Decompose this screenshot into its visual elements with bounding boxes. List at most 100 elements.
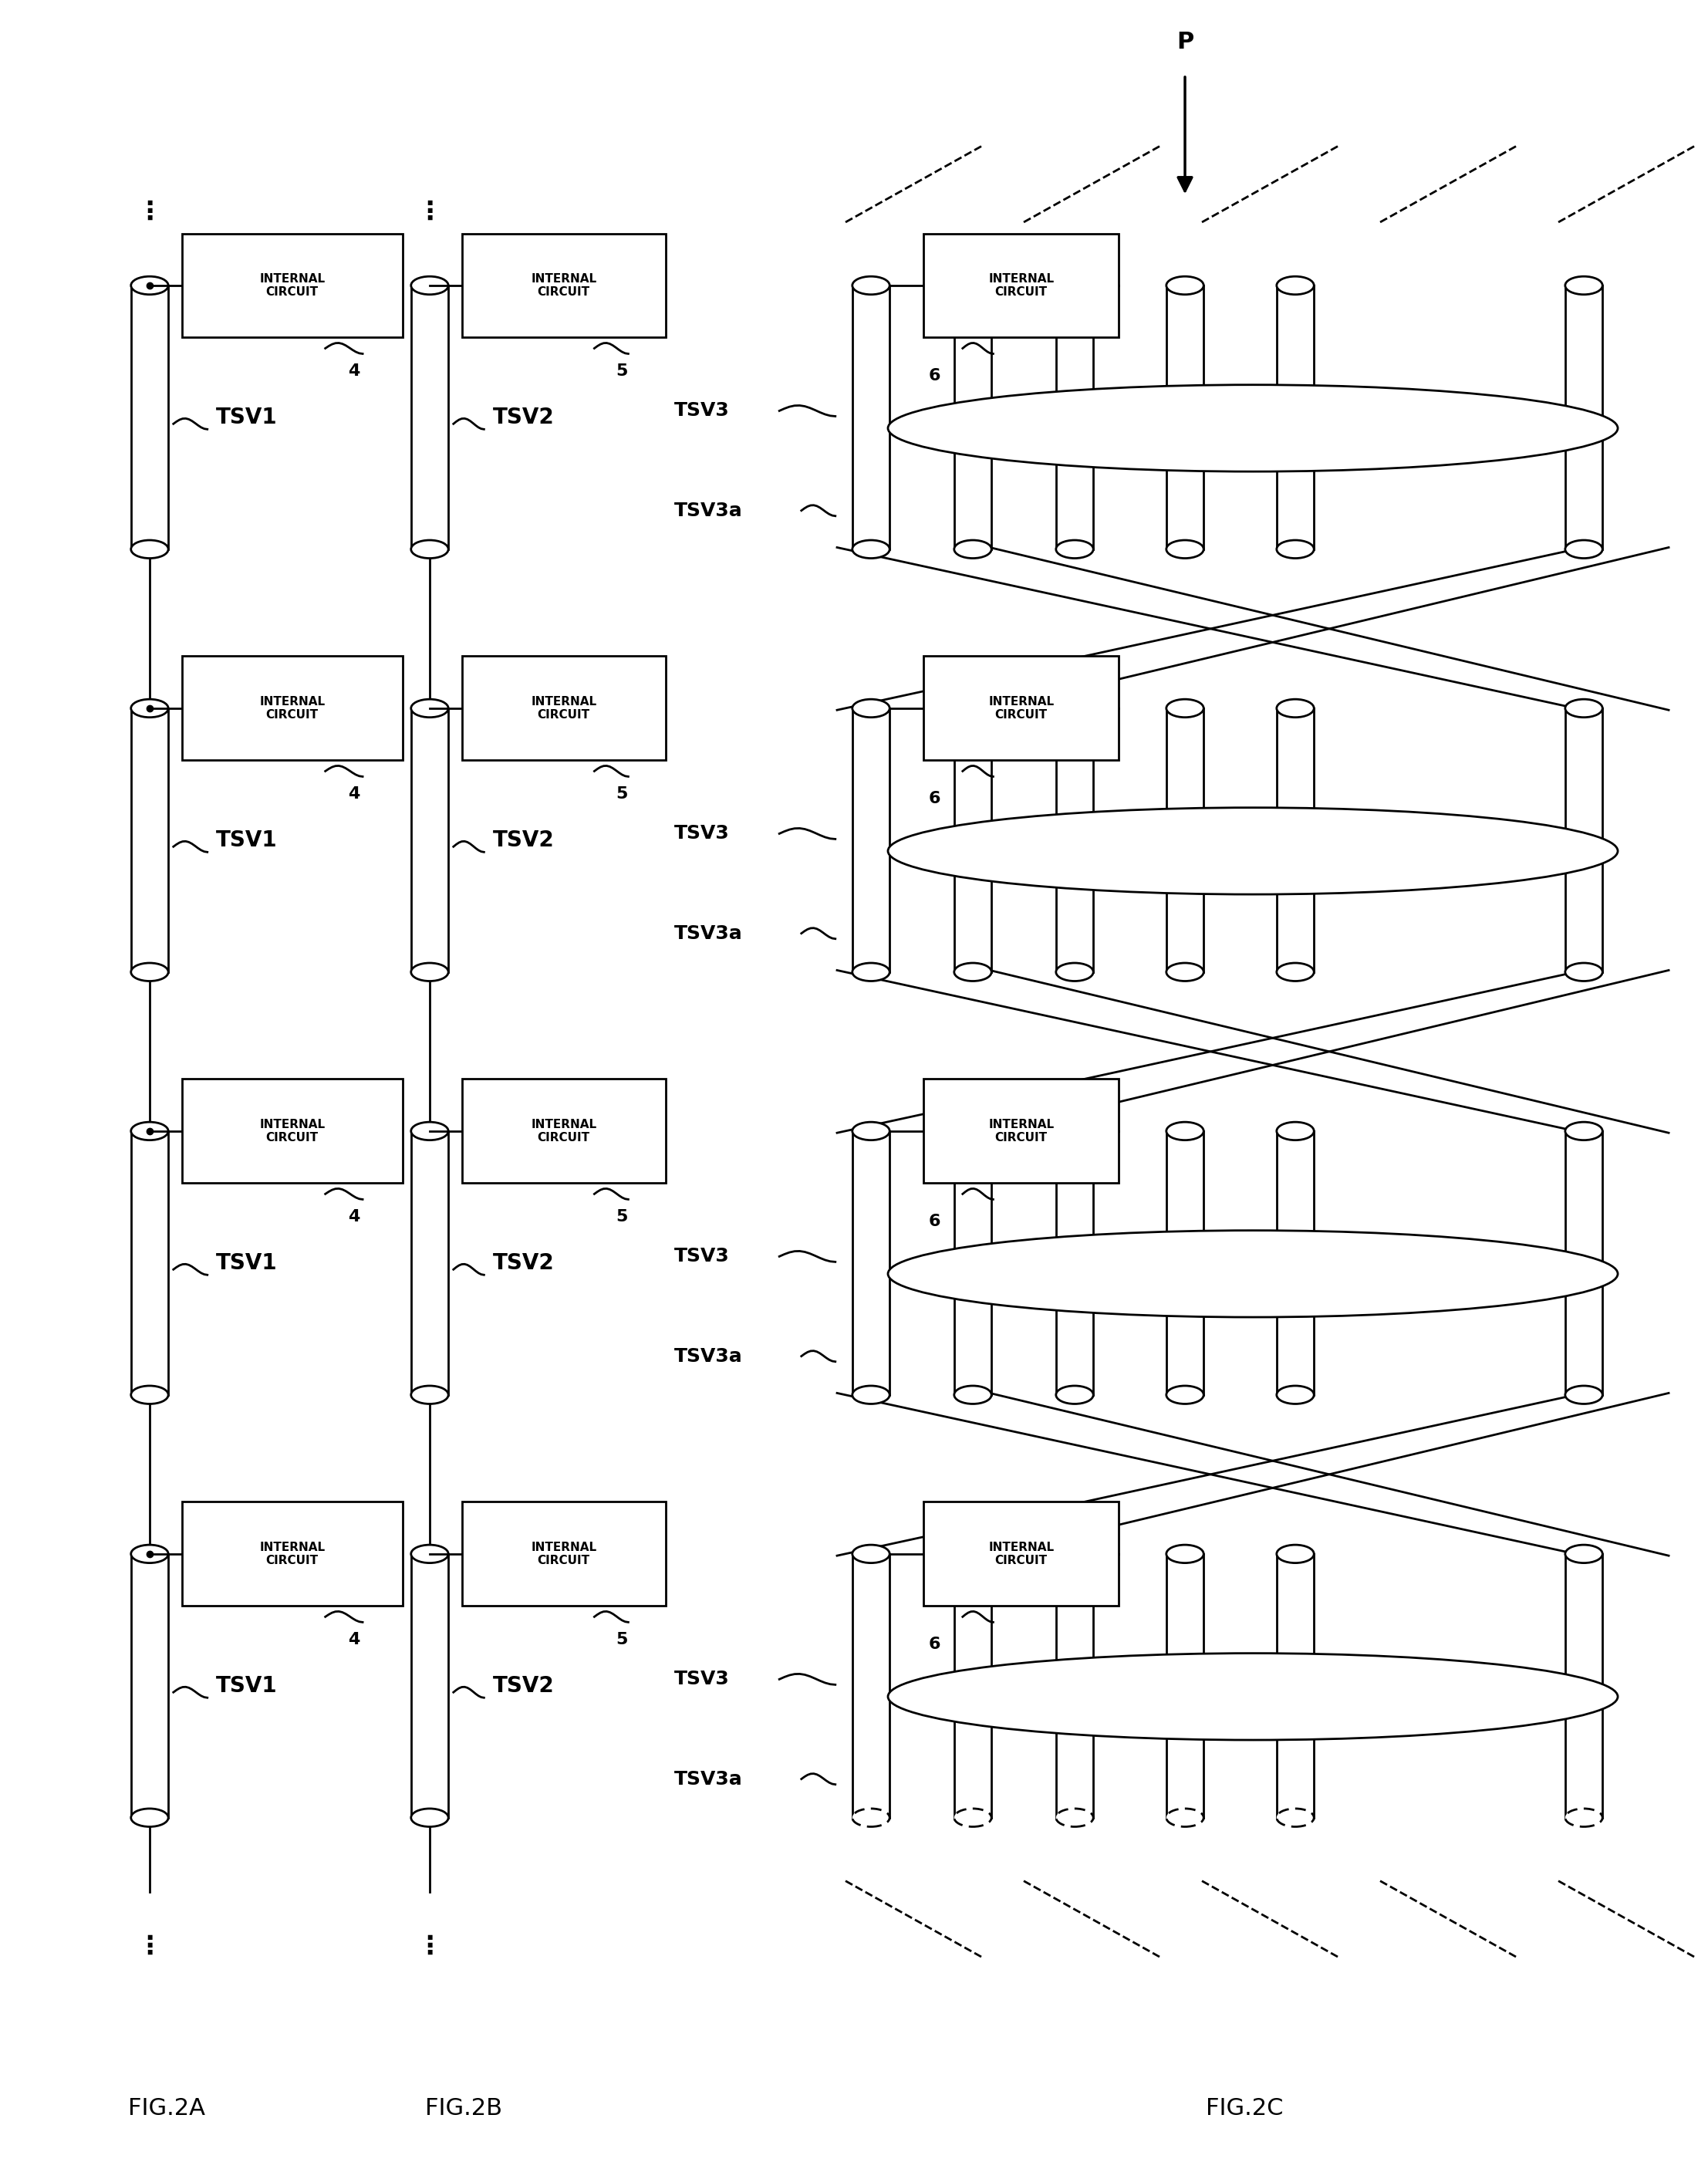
- Bar: [852, 285, 890, 549]
- Bar: [132, 708, 169, 972]
- Text: TSV1: TSV1: [215, 1676, 277, 1697]
- Ellipse shape: [1056, 963, 1093, 981]
- Bar: [1565, 708, 1602, 972]
- Ellipse shape: [132, 1122, 169, 1140]
- Text: INTERNAL
CIRCUIT: INTERNAL CIRCUIT: [989, 272, 1054, 299]
- Text: TSV3a: TSV3a: [675, 1769, 743, 1789]
- Bar: [1167, 285, 1204, 549]
- Bar: [461, 1079, 666, 1183]
- Text: · · · · ·: · · · · ·: [1295, 421, 1348, 436]
- Text: TSV1: TSV1: [215, 1253, 277, 1275]
- Bar: [461, 233, 666, 338]
- Text: INTERNAL
CIRCUIT: INTERNAL CIRCUIT: [531, 1541, 596, 1567]
- Ellipse shape: [132, 1809, 169, 1826]
- Bar: [1056, 708, 1093, 972]
- Bar: [955, 708, 991, 972]
- Bar: [461, 1501, 666, 1606]
- Bar: [852, 708, 890, 972]
- Bar: [924, 1079, 1119, 1183]
- Bar: [412, 285, 447, 549]
- Ellipse shape: [1167, 277, 1204, 294]
- Text: INTERNAL
CIRCUIT: INTERNAL CIRCUIT: [260, 1118, 325, 1144]
- Bar: [461, 656, 666, 760]
- Ellipse shape: [1565, 699, 1602, 717]
- Text: INTERNAL
CIRCUIT: INTERNAL CIRCUIT: [260, 272, 325, 299]
- Text: INTERNAL
CIRCUIT: INTERNAL CIRCUIT: [531, 272, 596, 299]
- Text: TSV3a: TSV3a: [675, 501, 743, 521]
- Ellipse shape: [852, 1122, 890, 1140]
- Bar: [1056, 1131, 1093, 1395]
- Bar: [132, 285, 169, 549]
- Text: TSV2: TSV2: [492, 407, 553, 427]
- Text: 4: 4: [348, 1209, 360, 1225]
- Bar: [1565, 1554, 1602, 1817]
- Bar: [132, 1131, 169, 1395]
- Ellipse shape: [955, 1809, 991, 1826]
- Ellipse shape: [852, 699, 890, 717]
- Bar: [924, 1501, 1119, 1606]
- Ellipse shape: [852, 1809, 890, 1826]
- Bar: [1276, 285, 1313, 549]
- Text: · · · · ·: · · · · ·: [1295, 1689, 1348, 1704]
- Text: INTERNAL
CIRCUIT: INTERNAL CIRCUIT: [989, 1118, 1054, 1144]
- Bar: [181, 1079, 403, 1183]
- Ellipse shape: [955, 1545, 991, 1562]
- Ellipse shape: [852, 540, 890, 558]
- Text: INTERNAL
CIRCUIT: INTERNAL CIRCUIT: [531, 695, 596, 721]
- Text: TSV3: TSV3: [675, 824, 729, 843]
- Text: TSV1: TSV1: [215, 407, 277, 427]
- Ellipse shape: [852, 277, 890, 294]
- Text: 5: 5: [615, 1209, 627, 1225]
- Ellipse shape: [1276, 1386, 1313, 1403]
- Ellipse shape: [1167, 1545, 1204, 1562]
- Ellipse shape: [1167, 1809, 1204, 1826]
- Ellipse shape: [1565, 540, 1602, 558]
- Ellipse shape: [412, 540, 447, 558]
- Text: TSV2: TSV2: [492, 1676, 553, 1697]
- Ellipse shape: [132, 1386, 169, 1403]
- Ellipse shape: [1565, 277, 1602, 294]
- Ellipse shape: [955, 540, 991, 558]
- Text: · · · · ·: · · · · ·: [1295, 1266, 1348, 1281]
- Text: ⋮: ⋮: [417, 1933, 442, 1959]
- Ellipse shape: [852, 1386, 890, 1403]
- Ellipse shape: [852, 963, 890, 981]
- Bar: [1167, 1554, 1204, 1817]
- Ellipse shape: [1056, 1545, 1093, 1562]
- Text: 4: 4: [348, 787, 360, 802]
- Ellipse shape: [955, 699, 991, 717]
- Bar: [852, 1554, 890, 1817]
- Text: 6: 6: [929, 1214, 941, 1229]
- Bar: [955, 285, 991, 549]
- Ellipse shape: [412, 1545, 447, 1562]
- Bar: [412, 708, 447, 972]
- Bar: [132, 1554, 169, 1817]
- Ellipse shape: [1276, 1122, 1313, 1140]
- Ellipse shape: [888, 1654, 1617, 1741]
- Ellipse shape: [132, 540, 169, 558]
- Text: TSV1: TSV1: [215, 830, 277, 852]
- Ellipse shape: [1056, 1122, 1093, 1140]
- Ellipse shape: [132, 277, 169, 294]
- Text: INTERNAL
CIRCUIT: INTERNAL CIRCUIT: [989, 695, 1054, 721]
- Ellipse shape: [412, 699, 447, 717]
- Bar: [955, 1554, 991, 1817]
- Bar: [1276, 1131, 1313, 1395]
- Ellipse shape: [1167, 699, 1204, 717]
- Text: 4: 4: [348, 364, 360, 379]
- Ellipse shape: [1565, 963, 1602, 981]
- Ellipse shape: [955, 963, 991, 981]
- Bar: [955, 1131, 991, 1395]
- Ellipse shape: [1276, 1545, 1313, 1562]
- Text: TSV3: TSV3: [675, 1246, 729, 1266]
- Ellipse shape: [955, 1122, 991, 1140]
- Ellipse shape: [1056, 699, 1093, 717]
- Ellipse shape: [132, 699, 169, 717]
- Text: TSV3: TSV3: [675, 401, 729, 421]
- Bar: [924, 233, 1119, 338]
- Bar: [1565, 285, 1602, 549]
- Text: INTERNAL
CIRCUIT: INTERNAL CIRCUIT: [260, 695, 325, 721]
- Ellipse shape: [412, 1809, 447, 1826]
- Ellipse shape: [1167, 1386, 1204, 1403]
- Text: TSV2: TSV2: [492, 1253, 553, 1275]
